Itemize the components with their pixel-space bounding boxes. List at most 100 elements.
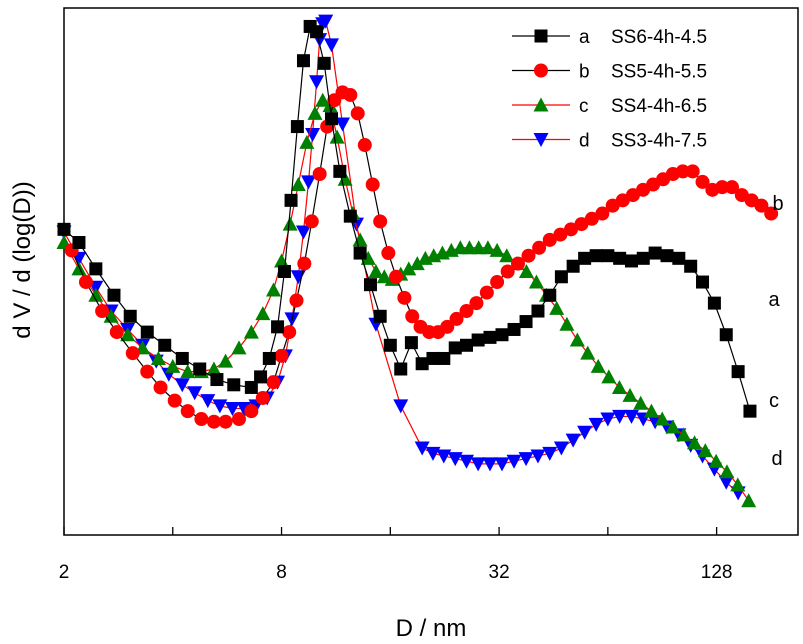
data-point xyxy=(743,404,757,418)
data-point xyxy=(469,296,484,311)
data-point xyxy=(297,256,312,271)
data-point xyxy=(72,236,86,250)
series-line xyxy=(63,25,751,412)
data-point xyxy=(519,315,533,329)
data-point xyxy=(697,443,713,458)
data-point xyxy=(489,242,505,257)
data-point xyxy=(301,175,317,190)
data-point xyxy=(95,304,110,319)
data-point xyxy=(289,293,304,308)
legend-letter: b xyxy=(579,62,590,83)
data-point xyxy=(343,87,358,102)
data-point xyxy=(426,351,440,365)
data-point xyxy=(613,251,627,265)
data-point xyxy=(290,270,306,285)
data-point xyxy=(224,402,240,417)
series-end-labels: a b c d xyxy=(768,193,783,470)
data-point xyxy=(624,254,638,268)
data-point xyxy=(719,328,733,342)
data-point xyxy=(409,256,425,271)
data-point xyxy=(480,240,496,255)
series-b-ss5-4h-5-5 xyxy=(64,85,779,429)
data-point xyxy=(290,120,304,134)
data-point xyxy=(622,387,638,402)
data-point xyxy=(459,304,474,319)
data-point xyxy=(343,209,357,223)
data-point xyxy=(307,105,323,120)
data-point xyxy=(601,369,617,384)
data-point xyxy=(107,288,121,302)
data-point xyxy=(277,265,291,278)
data-point xyxy=(266,375,281,390)
data-point xyxy=(569,332,585,347)
data-point xyxy=(510,256,525,271)
x-axis-title: D / nm xyxy=(396,615,467,642)
data-point xyxy=(296,54,310,68)
data-point xyxy=(357,138,372,153)
legend-marker xyxy=(533,133,549,147)
data-point xyxy=(89,262,103,276)
data-point xyxy=(363,278,377,292)
end-label-d: d xyxy=(771,448,782,470)
data-point xyxy=(494,457,510,472)
data-point xyxy=(282,216,298,231)
data-point xyxy=(449,311,464,326)
data-point xyxy=(265,282,281,297)
data-point xyxy=(231,340,247,355)
data-point xyxy=(518,264,534,278)
data-point xyxy=(588,417,604,432)
data-point xyxy=(389,269,404,284)
data-point xyxy=(315,92,331,107)
data-point xyxy=(194,412,209,427)
legend-letter: a xyxy=(579,27,590,48)
x-tick-label: 2 xyxy=(59,562,70,583)
data-point xyxy=(482,457,498,472)
data-point xyxy=(684,259,698,273)
data-point xyxy=(507,322,521,336)
data-point xyxy=(310,25,324,39)
data-point xyxy=(542,232,557,247)
data-point xyxy=(282,325,297,340)
data-point xyxy=(352,232,368,247)
x-tick-label: 128 xyxy=(701,562,733,583)
data-point xyxy=(57,222,71,236)
data-point xyxy=(187,386,203,401)
data-point xyxy=(295,225,311,240)
data-point xyxy=(337,171,353,186)
data-point xyxy=(78,275,93,290)
data-point xyxy=(633,395,649,410)
data-point xyxy=(329,129,345,144)
legend-entry-b: b SS5-4h-5.5 xyxy=(512,62,707,83)
data-point xyxy=(595,206,610,221)
data-point xyxy=(695,174,710,189)
data-point xyxy=(590,358,606,373)
data-point xyxy=(528,274,544,289)
data-point xyxy=(495,328,509,342)
data-point xyxy=(365,177,380,192)
data-point xyxy=(271,320,285,334)
data-point xyxy=(731,365,745,379)
data-point xyxy=(218,414,233,429)
data-point xyxy=(325,112,339,126)
data-point xyxy=(123,309,137,323)
data-point xyxy=(584,211,599,226)
data-point xyxy=(175,351,189,365)
data-point xyxy=(335,117,351,132)
data-point xyxy=(274,348,289,363)
x-axis-ticks: 2 8 32 128 xyxy=(59,527,733,583)
legend-label: SS4-4h-6.5 xyxy=(611,96,707,117)
data-point xyxy=(707,296,721,310)
data-point xyxy=(153,380,168,395)
data-point xyxy=(471,333,485,347)
data-point xyxy=(672,251,686,265)
data-point xyxy=(383,338,397,352)
data-point xyxy=(368,264,384,278)
data-point xyxy=(578,251,592,265)
data-point xyxy=(425,446,441,461)
data-point xyxy=(174,378,190,393)
data-point xyxy=(725,180,740,195)
data-point xyxy=(554,270,568,284)
data-point xyxy=(601,249,615,263)
data-point xyxy=(244,404,259,419)
data-point xyxy=(500,264,515,279)
